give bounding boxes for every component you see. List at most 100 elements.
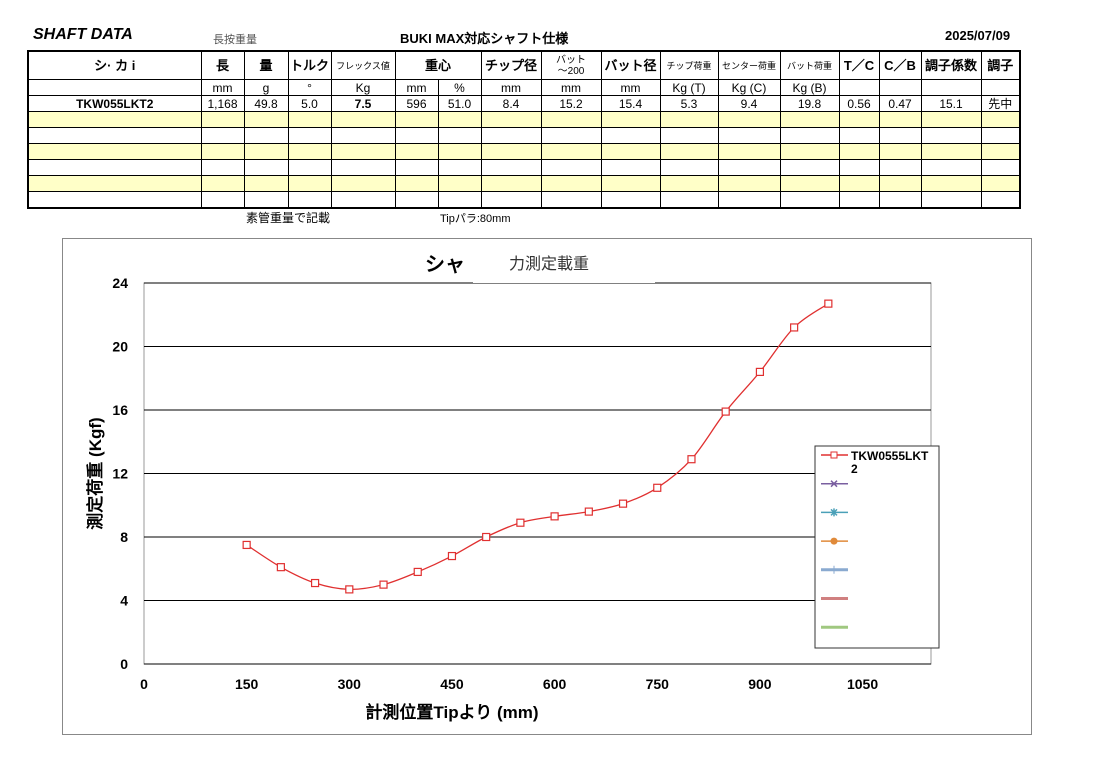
- empty-cell[interactable]: [287, 159, 332, 176]
- empty-cell[interactable]: [779, 127, 840, 144]
- empty-cell[interactable]: [287, 127, 332, 144]
- empty-cell[interactable]: [920, 111, 982, 128]
- data-cell[interactable]: 15.4: [600, 95, 661, 112]
- empty-cell[interactable]: [920, 175, 982, 192]
- empty-cell[interactable]: [878, 159, 922, 176]
- empty-cell[interactable]: [394, 159, 439, 176]
- empty-cell[interactable]: [980, 111, 1021, 128]
- empty-cell[interactable]: [838, 191, 880, 209]
- empty-cell[interactable]: [779, 159, 840, 176]
- empty-cell[interactable]: [717, 111, 781, 128]
- empty-cell[interactable]: [779, 111, 840, 128]
- data-cell[interactable]: 9.4: [717, 95, 781, 112]
- empty-cell[interactable]: [600, 159, 661, 176]
- empty-cell[interactable]: [540, 191, 602, 209]
- empty-cell[interactable]: [717, 191, 781, 209]
- empty-cell[interactable]: [779, 143, 840, 160]
- empty-cell[interactable]: [200, 143, 245, 160]
- data-cell[interactable]: 5.0: [287, 95, 332, 112]
- data-cell[interactable]: 15.2: [540, 95, 602, 112]
- empty-cell[interactable]: [243, 111, 289, 128]
- empty-cell[interactable]: [200, 191, 245, 209]
- empty-cell[interactable]: [878, 191, 922, 209]
- empty-cell[interactable]: [980, 159, 1021, 176]
- empty-cell[interactable]: [480, 175, 542, 192]
- empty-cell[interactable]: [838, 127, 880, 144]
- data-cell[interactable]: 8.4: [480, 95, 542, 112]
- empty-cell[interactable]: [27, 191, 202, 209]
- empty-cell[interactable]: [659, 191, 719, 209]
- empty-cell[interactable]: [920, 127, 982, 144]
- empty-cell[interactable]: [330, 191, 396, 209]
- data-cell[interactable]: 0.47: [878, 95, 922, 112]
- empty-cell[interactable]: [27, 143, 202, 160]
- empty-cell[interactable]: [717, 127, 781, 144]
- empty-cell[interactable]: [659, 143, 719, 160]
- empty-cell[interactable]: [838, 111, 880, 128]
- empty-cell[interactable]: [437, 191, 482, 209]
- empty-cell[interactable]: [330, 143, 396, 160]
- empty-cell[interactable]: [779, 191, 840, 209]
- empty-cell[interactable]: [287, 175, 332, 192]
- empty-cell[interactable]: [243, 191, 289, 209]
- empty-cell[interactable]: [437, 175, 482, 192]
- empty-cell[interactable]: [394, 143, 439, 160]
- empty-cell[interactable]: [920, 191, 982, 209]
- empty-cell[interactable]: [27, 159, 202, 176]
- empty-cell[interactable]: [838, 175, 880, 192]
- empty-cell[interactable]: [394, 191, 439, 209]
- data-cell[interactable]: 51.0: [437, 95, 482, 112]
- empty-cell[interactable]: [27, 175, 202, 192]
- empty-cell[interactable]: [200, 175, 245, 192]
- data-cell[interactable]: 19.8: [779, 95, 840, 112]
- data-cell[interactable]: 5.3: [659, 95, 719, 112]
- empty-cell[interactable]: [659, 127, 719, 144]
- empty-cell[interactable]: [540, 111, 602, 128]
- empty-cell[interactable]: [980, 175, 1021, 192]
- empty-cell[interactable]: [600, 175, 661, 192]
- data-cell[interactable]: 49.8: [243, 95, 289, 112]
- empty-cell[interactable]: [540, 175, 602, 192]
- empty-cell[interactable]: [980, 143, 1021, 160]
- empty-cell[interactable]: [838, 143, 880, 160]
- empty-cell[interactable]: [600, 127, 661, 144]
- empty-cell[interactable]: [717, 143, 781, 160]
- empty-cell[interactable]: [980, 127, 1021, 144]
- empty-cell[interactable]: [437, 111, 482, 128]
- empty-cell[interactable]: [437, 159, 482, 176]
- empty-cell[interactable]: [480, 127, 542, 144]
- empty-cell[interactable]: [287, 143, 332, 160]
- empty-cell[interactable]: [27, 111, 202, 128]
- empty-cell[interactable]: [437, 127, 482, 144]
- empty-cell[interactable]: [540, 127, 602, 144]
- empty-cell[interactable]: [878, 175, 922, 192]
- data-cell[interactable]: 15.1: [920, 95, 982, 112]
- empty-cell[interactable]: [200, 111, 245, 128]
- empty-cell[interactable]: [480, 191, 542, 209]
- empty-cell[interactable]: [779, 175, 840, 192]
- data-cell[interactable]: 0.56: [838, 95, 880, 112]
- empty-cell[interactable]: [540, 159, 602, 176]
- empty-cell[interactable]: [659, 111, 719, 128]
- empty-cell[interactable]: [243, 159, 289, 176]
- empty-cell[interactable]: [287, 111, 332, 128]
- empty-cell[interactable]: [243, 127, 289, 144]
- empty-cell[interactable]: [330, 111, 396, 128]
- empty-cell[interactable]: [600, 111, 661, 128]
- empty-cell[interactable]: [920, 159, 982, 176]
- empty-cell[interactable]: [600, 191, 661, 209]
- data-cell[interactable]: 596: [394, 95, 439, 112]
- empty-cell[interactable]: [287, 191, 332, 209]
- empty-cell[interactable]: [394, 111, 439, 128]
- empty-cell[interactable]: [27, 127, 202, 144]
- empty-cell[interactable]: [480, 143, 542, 160]
- empty-cell[interactable]: [717, 175, 781, 192]
- empty-cell[interactable]: [330, 127, 396, 144]
- data-cell[interactable]: 先中: [980, 95, 1021, 112]
- empty-cell[interactable]: [394, 175, 439, 192]
- empty-cell[interactable]: [717, 159, 781, 176]
- empty-cell[interactable]: [330, 159, 396, 176]
- empty-cell[interactable]: [480, 111, 542, 128]
- empty-cell[interactable]: [980, 191, 1021, 209]
- empty-cell[interactable]: [394, 127, 439, 144]
